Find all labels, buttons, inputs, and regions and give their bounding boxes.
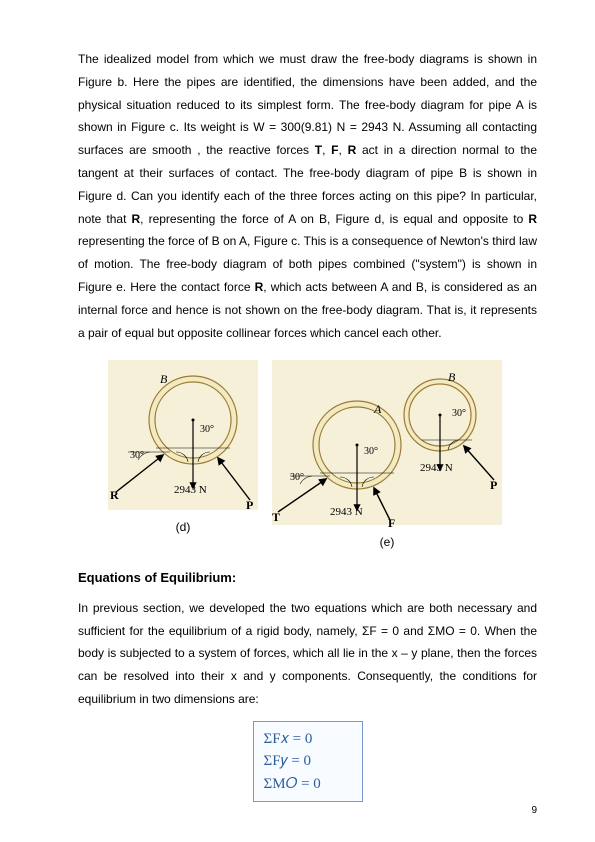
figure-e-label-B: B <box>448 366 455 389</box>
figure-d: B 30° 30° R P 2943 N <box>108 360 258 510</box>
page-number: 9 <box>531 801 537 820</box>
figure-e-label-P: P <box>490 474 497 497</box>
figure-e-label-T: T <box>272 506 280 529</box>
figure-row: B 30° 30° R P 2943 N (d) <box>108 360 537 554</box>
figure-d-label-B: B <box>160 368 167 391</box>
figure-e-angle-A-right: 30° <box>364 442 378 461</box>
figure-e-column: A B 30° 30° 30° T F P 2943 N 2943 N (e) <box>272 360 502 554</box>
eq-line-2: ΣF𝑦 = 0 <box>264 750 352 773</box>
figure-e-angle-A-left: 30° <box>290 468 304 487</box>
figure-d-label-R: R <box>110 484 119 507</box>
figure-d-column: B 30° 30° R P 2943 N (d) <box>108 360 258 539</box>
section-heading: Equations of Equilibrium: <box>78 566 537 591</box>
figure-e-label-F: F <box>388 512 395 535</box>
figure-d-caption: (d) <box>176 516 191 539</box>
figure-e-angle-B: 30° <box>452 404 466 423</box>
figure-e-weight-A: 2943 N <box>330 502 363 523</box>
equations-box: ΣF𝑥 = 0 ΣF𝑦 = 0 ΣM𝑂 = 0 <box>253 721 363 803</box>
figure-d-angle-right: 30° <box>200 420 214 439</box>
figure-e-weight-B: 2943 N <box>420 458 453 479</box>
paragraph-1: The idealized model from which we must d… <box>78 48 537 344</box>
paragraph-2: In previous section, we developed the tw… <box>78 597 537 711</box>
figure-d-angle-left: 30° <box>130 446 144 465</box>
figure-e: A B 30° 30° 30° T F P 2943 N 2943 N <box>272 360 502 525</box>
figure-d-weight: 2943 N <box>174 480 207 501</box>
eq-line-1: ΣF𝑥 = 0 <box>264 728 352 751</box>
figure-d-label-P: P <box>246 494 253 517</box>
figure-e-label-A: A <box>374 398 381 421</box>
eq-line-3: ΣM𝑂 = 0 <box>264 773 352 796</box>
